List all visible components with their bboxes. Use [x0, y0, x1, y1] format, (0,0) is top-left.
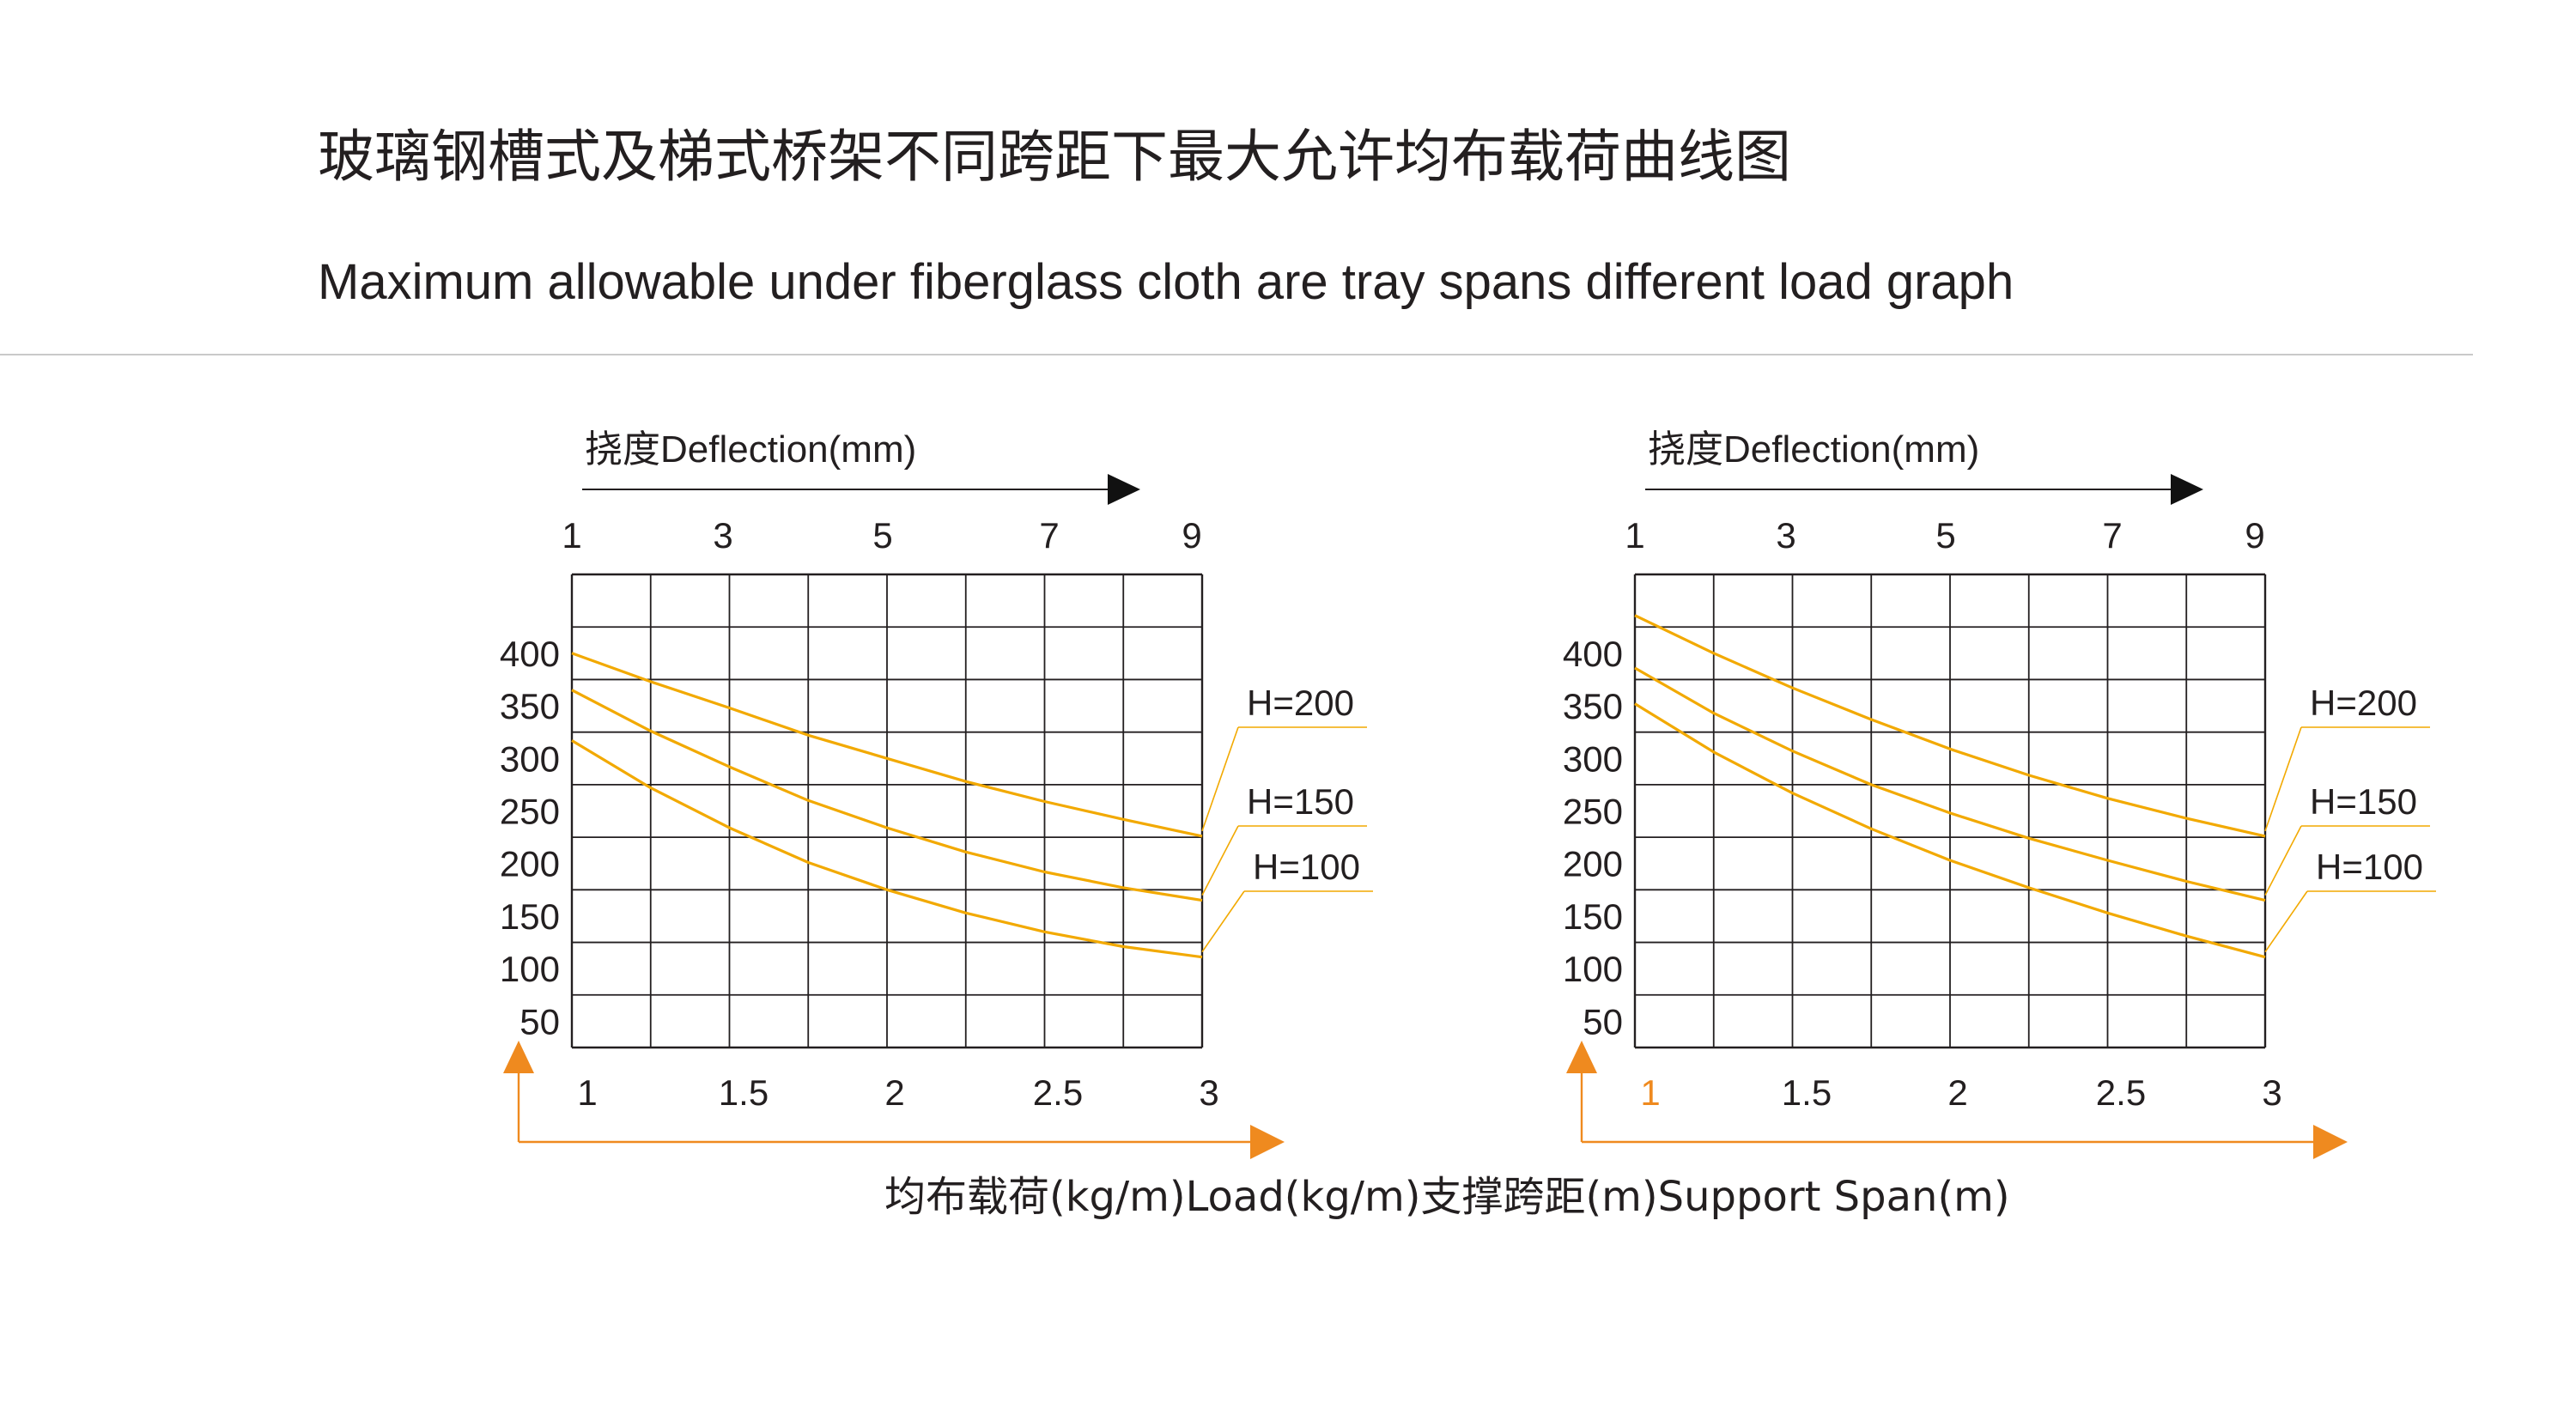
chart1-x-tick-label: 2.5: [1033, 1072, 1083, 1113]
chart1-top-axis-label: 挠度Deflection(mm): [585, 428, 916, 471]
chart1-y-tick-label: 350: [500, 686, 560, 726]
chart1-y-arrowhead: [503, 1041, 534, 1073]
chart2-x-tick-label: 2.5: [2096, 1072, 2146, 1113]
chart1-series-line-h150: [571, 689, 1203, 902]
chart1-top-tick-label: 3: [713, 515, 732, 556]
chart2-top-tick-label: 7: [2102, 515, 2122, 556]
chart2-leader-line: [2264, 726, 2302, 832]
chart1-leader-line: [1201, 825, 1239, 896]
chart1-series-label: H=150: [1247, 781, 1354, 822]
chart1-top-tick-label: 7: [1039, 515, 1059, 556]
chart1-y-tick-label: 150: [500, 896, 560, 937]
chart2-top-axis-label: 挠度Deflection(mm): [1648, 428, 1979, 471]
chart1-leader-line: [1201, 726, 1239, 832]
chart1-y-tick-label: 50: [519, 1001, 560, 1041]
chart1-y-tick-label: 300: [500, 738, 560, 779]
chart2-y-tick-label: 250: [1563, 792, 1623, 832]
chart1-x-tick-label: 2: [884, 1072, 904, 1113]
header-divider: [0, 354, 2473, 355]
chart1-x-tick-label: 1: [577, 1072, 597, 1113]
chart2-x-tick-label: 1: [1640, 1072, 1660, 1113]
chart2-top-tick-label: 5: [1935, 515, 1955, 556]
chart1-y-tick-label: 400: [500, 634, 560, 674]
chart1-series-line-h200: [571, 652, 1203, 838]
chart2-y-tick-label: 50: [1583, 1001, 1623, 1041]
chart2-y-arrowhead: [1566, 1041, 1597, 1073]
chart1-series-label: H=100: [1253, 847, 1360, 887]
chart1-series-line-h100: [571, 739, 1203, 959]
chart1-top-axis-arrowhead: [1108, 474, 1140, 505]
chart2-leader-line: [2264, 890, 2308, 953]
chart1-top-tick-label: 5: [872, 515, 892, 556]
chart1-x-tick-label: 3: [1199, 1072, 1218, 1113]
chart2-leader-line: [2264, 825, 2302, 896]
chart2-top-axis-arrowhead: [2171, 474, 2203, 505]
chart1-top-tick-label: 9: [1182, 515, 1201, 556]
chart2-x-arrowhead: [2313, 1125, 2348, 1159]
page-subtitle: Maximum allowable under fiberglass cloth…: [318, 254, 2014, 310]
chart2-top-tick-label: 1: [1625, 515, 1644, 556]
chart2-series-line-h150: [1634, 666, 2266, 902]
chart2-y-tick-label: 150: [1563, 896, 1623, 937]
chart1-y-tick-label: 200: [500, 844, 560, 884]
chart2-series-line-h200: [1634, 614, 2266, 838]
chart2-top-tick-label: 9: [2245, 515, 2264, 556]
chart2-y-tick-label: 400: [1563, 634, 1623, 674]
chart1-leader-line: [1201, 890, 1245, 953]
chart2-y-tick-label: 200: [1563, 844, 1623, 884]
axes-caption: 均布载荷(kg/m)Load(kg/m)支撑跨距(m)Support Span(…: [884, 1173, 2010, 1221]
chart2-x-tick-label: 2: [1947, 1072, 1967, 1113]
chart2-x-tick-label: 3: [2262, 1072, 2281, 1113]
chart2-y-tick-label: 350: [1563, 686, 1623, 726]
chart1-y-tick-label: 100: [500, 949, 560, 989]
chart2-x-tick-label: 1.5: [1782, 1072, 1832, 1113]
chart1-x-arrowhead: [1250, 1125, 1285, 1159]
chart1-top-tick-label: 1: [562, 515, 581, 556]
chart2-top-tick-label: 3: [1776, 515, 1795, 556]
chart2-series-line-h100: [1634, 702, 2266, 959]
chart2-series-label: H=100: [2316, 847, 2423, 887]
chart2-series-label: H=150: [2310, 781, 2417, 822]
chart1-series-label: H=200: [1247, 683, 1354, 723]
chart1-y-tick-label: 250: [500, 792, 560, 832]
chart2-y-tick-label: 100: [1563, 949, 1623, 989]
chart1-x-tick-label: 1.5: [719, 1072, 769, 1113]
chart2-y-tick-label: 300: [1563, 738, 1623, 779]
chart2-series-label: H=200: [2310, 683, 2417, 723]
page-title: 玻璃钢槽式及梯式桥架不同跨距下最大允许均布载荷曲线图: [318, 124, 1791, 190]
